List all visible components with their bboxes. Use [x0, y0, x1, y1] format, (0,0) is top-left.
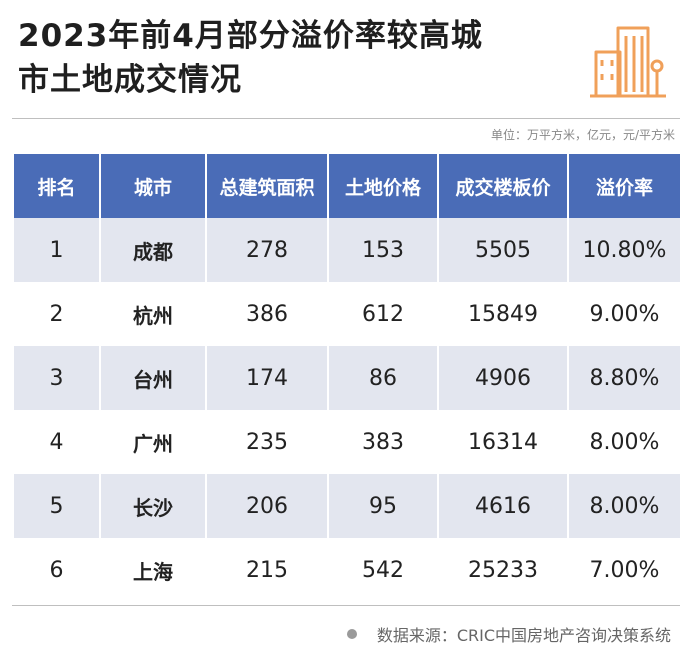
cell-land-price: 153 [328, 218, 439, 282]
table-row: 4 广州 235 383 16314 8.00% [14, 410, 680, 474]
cell-land-price: 542 [328, 538, 439, 602]
cell-floor-price: 15849 [438, 282, 569, 346]
cell-rank: 3 [14, 346, 101, 410]
header-rank: 排名 [14, 154, 101, 218]
cell-city: 上海 [100, 538, 207, 602]
table-row: 2 杭州 386 612 15849 9.00% [14, 282, 680, 346]
cell-floor-price: 4906 [438, 346, 569, 410]
cell-premium-rate: 8.00% [568, 474, 680, 538]
cell-floor-price: 4616 [438, 474, 569, 538]
cell-city: 广州 [100, 410, 207, 474]
cell-area: 206 [206, 474, 329, 538]
header-area: 总建筑面积 [206, 154, 329, 218]
page-title: 2023年前4月部分溢价率较高城 市土地成交情况 [18, 14, 483, 102]
cell-area: 235 [206, 410, 329, 474]
cell-city: 成都 [100, 218, 207, 282]
cell-land-price: 95 [328, 474, 439, 538]
table-row: 6 上海 215 542 25233 7.00% [14, 538, 680, 602]
table-row: 5 长沙 206 95 4616 8.00% [14, 474, 680, 538]
header-premium-rate: 溢价率 [568, 154, 680, 218]
cell-premium-rate: 9.00% [568, 282, 680, 346]
header-city: 城市 [100, 154, 207, 218]
bullet-dot-icon [346, 629, 357, 639]
table-header-row: 排名 城市 总建筑面积 土地价格 成交楼板价 溢价率 [14, 154, 680, 218]
cell-rank: 5 [14, 474, 101, 538]
cell-city: 杭州 [100, 282, 207, 346]
cell-rank: 2 [14, 282, 101, 346]
cell-rank: 4 [14, 410, 101, 474]
title-line-2: 市土地成交情况 [18, 62, 242, 98]
cell-city: 长沙 [100, 474, 207, 538]
land-transaction-table: 排名 城市 总建筑面积 土地价格 成交楼板价 溢价率 1 成都 278 153 … [14, 154, 680, 602]
cell-area: 278 [206, 218, 329, 282]
cell-rank: 6 [14, 538, 101, 602]
table-row: 1 成都 278 153 5505 10.80% [14, 218, 680, 282]
unit-note: 单位：万平方米，亿元，元/平方米 [490, 128, 675, 142]
cell-city: 台州 [100, 346, 207, 410]
cell-floor-price: 25233 [438, 538, 569, 602]
cell-premium-rate: 10.80% [568, 218, 680, 282]
cell-premium-rate: 8.80% [568, 346, 680, 410]
cell-premium-rate: 8.00% [568, 410, 680, 474]
header-floor-price: 成交楼板价 [438, 154, 569, 218]
cell-land-price: 383 [328, 410, 439, 474]
cell-floor-price: 5505 [438, 218, 569, 282]
data-source: 数据来源：CRIC中国房地产咨询决策系统 [346, 622, 671, 646]
cell-rank: 1 [14, 218, 101, 282]
cell-area: 215 [206, 538, 329, 602]
header-land-price: 土地价格 [328, 154, 439, 218]
cell-land-price: 86 [328, 346, 439, 410]
cell-premium-rate: 7.00% [568, 538, 680, 602]
city-buildings-icon [590, 26, 666, 98]
data-source-text: 数据来源：CRIC中国房地产咨询决策系统 [376, 626, 671, 645]
cell-area: 174 [206, 346, 329, 410]
cell-floor-price: 16314 [438, 410, 569, 474]
table-row: 3 台州 174 86 4906 8.80% [14, 346, 680, 410]
title-line-1: 2023年前4月部分溢价率较高城 [18, 18, 483, 54]
cell-land-price: 612 [328, 282, 439, 346]
cell-area: 386 [206, 282, 329, 346]
top-divider [12, 118, 680, 119]
bottom-divider [12, 605, 680, 606]
